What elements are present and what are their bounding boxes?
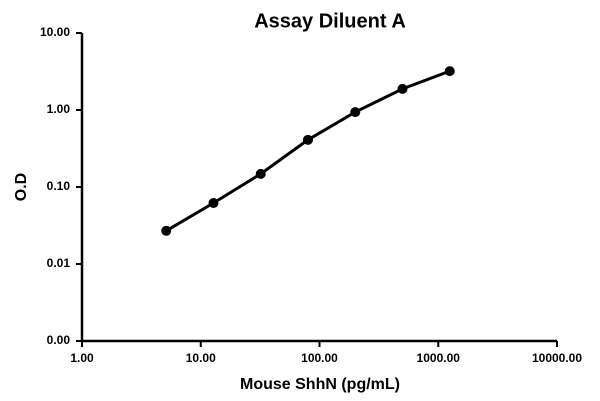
y-tick-label: 0.10 (47, 179, 71, 193)
x-tick-label: 10000.00 (532, 351, 582, 365)
y-tick-label: 10.00 (40, 25, 70, 39)
y-tick-label: 1.00 (47, 102, 71, 116)
marker (350, 107, 361, 118)
x-tick-label: 10.00 (186, 351, 216, 365)
y-tick-label: 0.00 (47, 333, 71, 347)
chart-title: Assay Diluent A (254, 10, 406, 32)
x-tick-label: 1000.00 (417, 351, 461, 365)
marker (208, 197, 219, 208)
marker (397, 83, 408, 94)
x-axis-label: Mouse ShhN (pg/mL) (240, 376, 400, 393)
marker (161, 225, 172, 236)
marker (255, 168, 266, 179)
y-tick-label: 0.01 (47, 256, 71, 270)
x-tick-label: 100.00 (301, 351, 338, 365)
x-tick-label: 1.00 (70, 351, 94, 365)
marker (444, 66, 455, 77)
marker (302, 134, 313, 145)
line (165, 69, 451, 233)
y-axis-label: O.D (13, 173, 30, 201)
